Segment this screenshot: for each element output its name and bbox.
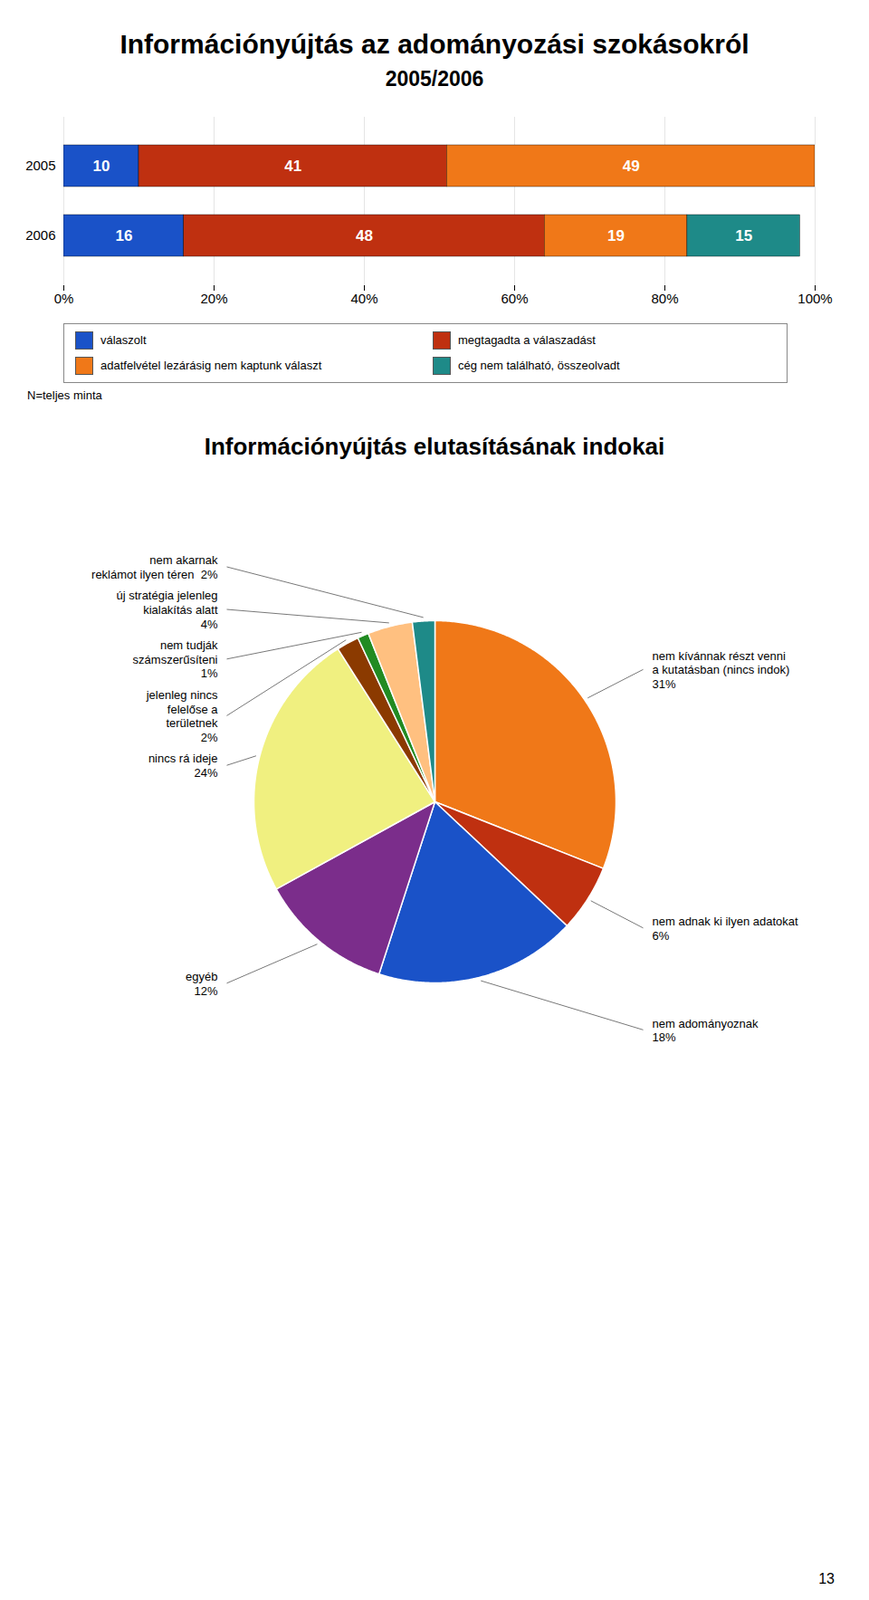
html-text:válaszolt: válaszolt — [100, 333, 147, 347]
svg-text:nincs rá ideje24%: nincs rá ideje24% — [148, 751, 219, 780]
svg-text:80%: 80% — [650, 290, 679, 306]
svg-text:49: 49 — [622, 156, 640, 174]
svg-text:100%: 100% — [797, 290, 832, 306]
svg-text:nem tudjákszámszerűsíteni1%: nem tudjákszámszerűsíteni1% — [133, 638, 219, 680]
svg-text:19: 19 — [607, 226, 625, 244]
svg-text:nem kívánnak részt vennia kuta: nem kívánnak részt vennia kutatásban (ni… — [652, 648, 791, 690]
html-text:N=teljes minta: N=teljes minta — [27, 387, 103, 402]
html-text:megtagadta a válaszadást: megtagadta a válaszadást — [458, 333, 596, 347]
svg-text:16: 16 — [114, 226, 133, 244]
html-text:adatfelvétel lezárásig nem kap: adatfelvétel lezárásig nem kaptunk válas… — [100, 358, 322, 373]
svg-text:41: 41 — [284, 156, 302, 174]
svg-text:nem akarnakreklámot ilyen tére: nem akarnakreklámot ilyen téren 2% — [91, 553, 219, 582]
svg-text:jelenleg nincsfelelőse aterüle: jelenleg nincsfelelőse aterületnek2% — [145, 687, 220, 745]
svg-text:2005: 2005 — [25, 157, 56, 173]
svg-text:nem adományoznak18%: nem adományoznak18% — [652, 1015, 760, 1044]
svg-text:2006: 2006 — [25, 227, 56, 243]
html-text:2005/2006: 2005/2006 — [385, 66, 484, 91]
svg-text:nem adnak ki ilyen adatokat6%: nem adnak ki ilyen adatokat6% — [652, 914, 800, 943]
html-text:cég nem található, összeolvadt: cég nem található, összeolvadt — [458, 358, 620, 373]
svg-text:60%: 60% — [500, 290, 528, 306]
html-text:13: 13 — [818, 1570, 835, 1586]
svg-text:40%: 40% — [350, 290, 378, 306]
svg-text:48: 48 — [355, 226, 373, 244]
svg-text:15: 15 — [735, 226, 753, 244]
svg-text:egyéb12%: egyéb12% — [185, 969, 219, 998]
svg-text:új stratégia jelenlegkialakítá: új stratégia jelenlegkialakítás alatt4% — [115, 588, 218, 631]
svg-text:20%: 20% — [200, 290, 228, 306]
svg-text:10: 10 — [93, 156, 111, 174]
svg-text:0%: 0% — [54, 290, 75, 306]
html-text:Információnyújtás az adományoz: Információnyújtás az adományozási szokás… — [119, 28, 750, 59]
html-text:Információnyújtás elutasításán: Információnyújtás elutasításának indokai — [204, 432, 665, 460]
